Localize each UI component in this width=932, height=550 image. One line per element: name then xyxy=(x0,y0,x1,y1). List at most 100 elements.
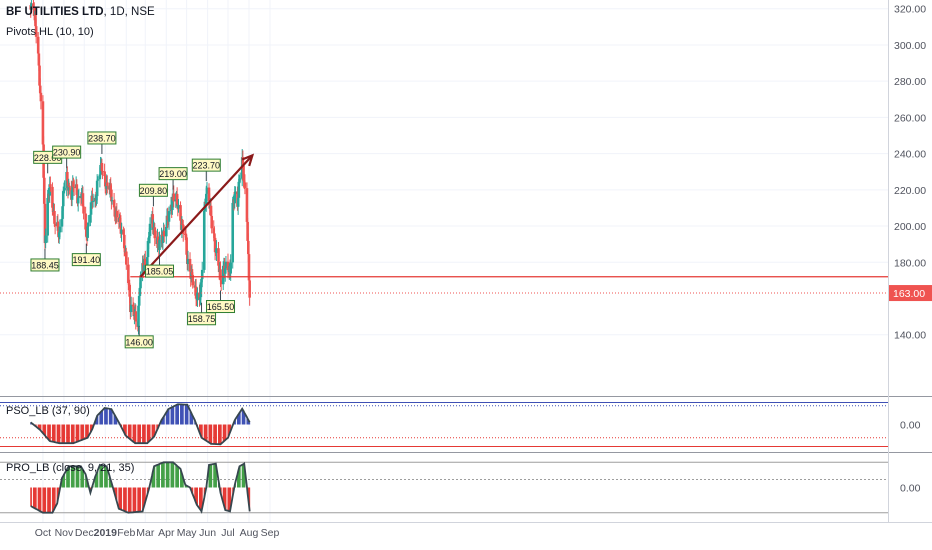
candle-body xyxy=(146,257,149,266)
candle-body xyxy=(236,197,240,207)
pivots-indicator-label[interactable]: Pivots HL (10, 10) xyxy=(6,26,94,38)
candle-body xyxy=(180,224,184,230)
candle-body xyxy=(80,193,83,199)
candle-body xyxy=(242,180,246,183)
candle-body xyxy=(43,203,47,244)
pivot-label-text: 228.00 xyxy=(34,153,62,163)
candle-body xyxy=(143,258,147,266)
candle-body xyxy=(142,265,146,271)
candle-body xyxy=(38,65,41,86)
time-axis-label: Dec xyxy=(75,527,94,539)
price-axis-label: 140.00 xyxy=(894,330,926,342)
candle-body xyxy=(95,180,99,197)
candle-body xyxy=(128,284,131,297)
candle-body xyxy=(46,197,49,236)
candle-body xyxy=(57,232,61,238)
candle-body xyxy=(100,163,104,172)
candle-body xyxy=(148,236,151,239)
candle-body xyxy=(205,187,209,194)
candle-body xyxy=(202,210,206,270)
candle-body xyxy=(47,193,50,198)
pivot-label-text: 146.00 xyxy=(125,337,153,347)
candle-body xyxy=(219,280,223,285)
candle-body xyxy=(193,285,197,288)
candle-body xyxy=(174,199,178,202)
candle-body xyxy=(110,200,114,202)
candle-body xyxy=(51,186,54,208)
candle-body xyxy=(125,251,128,265)
candle-body xyxy=(194,286,198,299)
time-axis-label: Jun xyxy=(199,527,216,539)
pro-indicator-label[interactable]: PRO_LB (close, 9, 21, 35) xyxy=(6,462,135,474)
pivot-label-text: 219.00 xyxy=(159,169,187,179)
candle-body xyxy=(34,14,37,27)
candle-body xyxy=(247,240,250,255)
candle-body xyxy=(89,214,92,223)
candle-body xyxy=(184,234,188,238)
candle-body xyxy=(66,171,69,181)
candle-body xyxy=(208,200,211,209)
time-axis-label: 2019 xyxy=(94,527,118,539)
candle-body xyxy=(41,101,45,145)
candle-body xyxy=(76,197,80,204)
candle-body xyxy=(122,234,126,249)
candle-body xyxy=(238,178,241,182)
price-axis-label: 300.00 xyxy=(894,40,926,52)
candle-body xyxy=(158,239,161,251)
candle-body xyxy=(242,165,245,181)
candle-body xyxy=(72,186,76,189)
candle-body xyxy=(175,193,179,204)
candle-body xyxy=(156,236,160,244)
candle-body xyxy=(129,304,133,313)
candle-body xyxy=(198,292,201,300)
candle-body xyxy=(188,258,192,272)
pivot-low-label xyxy=(187,312,217,326)
candle-body xyxy=(196,292,199,301)
osc-line xyxy=(30,403,251,446)
candle-body xyxy=(115,210,119,218)
candle-body xyxy=(226,261,230,271)
candle-body xyxy=(37,53,41,66)
candle-body xyxy=(186,258,190,264)
candle-body xyxy=(200,279,203,283)
candle-body xyxy=(183,233,187,235)
pivot-low-label xyxy=(206,300,236,314)
pivot-high-label xyxy=(158,167,188,181)
candle-body xyxy=(38,85,42,93)
candle-body xyxy=(127,264,130,284)
price-axis-label: 180.00 xyxy=(894,257,926,269)
pivot-label-text: 165.50 xyxy=(207,302,235,312)
candle-body xyxy=(207,187,211,201)
candle-body xyxy=(164,226,168,237)
chart-title: BF UTILITIES LTD, 1D, NSE xyxy=(6,6,155,18)
last-price-label: 163.00 xyxy=(893,288,925,300)
candle-body xyxy=(53,211,56,224)
price-axis-label: 260.00 xyxy=(894,112,926,124)
candle-body xyxy=(48,184,52,196)
candle-body xyxy=(132,306,136,317)
candle-body xyxy=(62,190,66,192)
pso-indicator-label[interactable]: PSO_LB (37, 90) xyxy=(6,405,90,417)
candle-body xyxy=(99,165,102,175)
pivot-high-label xyxy=(52,145,82,159)
candle-body xyxy=(127,283,131,285)
candle-body xyxy=(87,222,90,227)
candle-body xyxy=(129,296,132,313)
candle-body xyxy=(137,305,140,327)
candle-body xyxy=(148,223,152,237)
candle-body xyxy=(198,297,202,300)
candle-body xyxy=(247,254,251,281)
candle-body xyxy=(30,3,33,10)
candle-body xyxy=(209,205,213,216)
pivot-high-label xyxy=(191,158,221,172)
candle-body xyxy=(146,241,150,258)
exchange-label: NSE xyxy=(131,6,155,18)
pivot-low-label xyxy=(124,335,154,349)
candle-body xyxy=(246,221,249,241)
candle-body xyxy=(238,178,242,180)
time-axis-label: Sep xyxy=(261,527,280,539)
candle-body xyxy=(91,201,95,203)
candle-body xyxy=(53,223,57,227)
candle-body xyxy=(34,26,38,37)
